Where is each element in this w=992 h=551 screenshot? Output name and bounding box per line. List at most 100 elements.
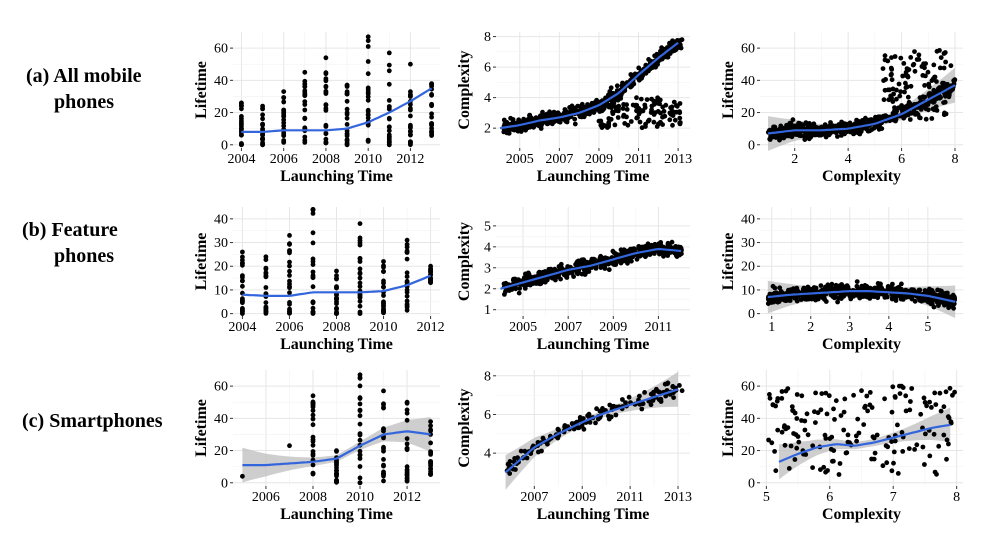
data-point xyxy=(830,292,836,298)
data-point xyxy=(287,300,292,305)
data-point xyxy=(794,298,800,304)
data-point xyxy=(310,275,316,281)
data-point xyxy=(945,290,950,296)
data-point xyxy=(895,471,901,476)
data-point xyxy=(943,59,948,65)
y-tick-label: 2 xyxy=(484,122,491,137)
data-point xyxy=(310,284,316,290)
data-point xyxy=(612,122,618,128)
data-point xyxy=(782,442,788,448)
row-label-b-line2: phones xyxy=(54,245,115,267)
panel-c2: 2007 2009 2011 2013 4 6 8 Launching Time Complex… xyxy=(456,369,692,523)
data-point xyxy=(650,398,656,403)
data-point xyxy=(637,393,642,399)
data-point xyxy=(611,262,617,267)
data-point xyxy=(831,406,836,412)
x-tick-label: 8 xyxy=(953,490,960,505)
data-point xyxy=(903,69,909,75)
data-point xyxy=(334,268,339,274)
data-point xyxy=(916,52,922,58)
data-point xyxy=(240,273,245,278)
data-point xyxy=(344,106,350,112)
data-point xyxy=(679,37,685,43)
data-point xyxy=(589,256,595,262)
data-point xyxy=(914,57,920,62)
data-point xyxy=(845,432,851,438)
data-point xyxy=(381,308,386,313)
data-point xyxy=(357,375,363,381)
data-point xyxy=(829,281,835,287)
data-point xyxy=(892,395,898,400)
data-point xyxy=(903,80,908,86)
data-point xyxy=(613,412,619,418)
data-point xyxy=(919,64,925,69)
data-points xyxy=(240,372,433,486)
x-tick-label: 3 xyxy=(846,320,853,335)
data-point xyxy=(649,107,654,113)
smooth-line xyxy=(767,84,956,135)
data-point xyxy=(836,472,842,477)
data-point xyxy=(522,284,528,290)
data-point xyxy=(386,134,392,139)
data-point xyxy=(932,74,938,80)
data-point xyxy=(795,288,801,294)
data-point xyxy=(882,294,888,300)
data-point xyxy=(662,113,668,119)
data-point xyxy=(857,295,863,301)
data-point xyxy=(239,132,244,138)
data-point xyxy=(934,471,939,477)
data-point xyxy=(867,390,873,395)
data-point xyxy=(381,293,386,298)
x-axis-label: Launching Time xyxy=(537,336,650,353)
data-point xyxy=(865,408,870,414)
data-point xyxy=(515,455,520,461)
data-point xyxy=(767,392,772,397)
data-point xyxy=(544,114,549,120)
data-point xyxy=(357,271,363,277)
data-point xyxy=(513,278,518,284)
data-point xyxy=(670,108,675,114)
data-point xyxy=(676,252,682,258)
data-point xyxy=(562,107,568,112)
data-point xyxy=(634,108,639,114)
data-point xyxy=(818,283,824,288)
data-point xyxy=(240,307,245,313)
data-point xyxy=(310,269,316,275)
data-point xyxy=(408,122,413,128)
data-point xyxy=(943,111,949,117)
y-tick-label: 60 xyxy=(741,42,755,57)
data-point xyxy=(811,121,817,127)
y-tick-label: 0 xyxy=(748,476,755,491)
data-points xyxy=(240,207,433,316)
data-point xyxy=(597,258,603,263)
data-point xyxy=(607,89,613,94)
data-point xyxy=(823,390,829,396)
y-tick-label: 6 xyxy=(484,408,491,423)
row-label-a: (a) All mobile phones xyxy=(26,63,142,115)
x-tick-label: 6 xyxy=(826,490,833,505)
data-point xyxy=(906,446,912,451)
data-point xyxy=(648,402,654,408)
data-point xyxy=(606,120,612,126)
data-point xyxy=(558,276,563,282)
data-point xyxy=(854,283,860,289)
data-point xyxy=(386,115,392,121)
data-point xyxy=(334,306,339,311)
data-point xyxy=(826,393,832,399)
data-point xyxy=(939,288,944,294)
data-point xyxy=(357,448,363,454)
data-point xyxy=(629,83,635,89)
data-point xyxy=(640,73,645,79)
data-point xyxy=(765,301,771,306)
data-point xyxy=(654,98,659,104)
data-point xyxy=(630,102,636,108)
data-point xyxy=(822,432,828,438)
data-point xyxy=(310,393,316,399)
data-point xyxy=(917,95,923,101)
y-tick-label: 4 xyxy=(484,447,491,462)
data-point xyxy=(646,117,652,123)
data-point xyxy=(310,412,316,418)
data-point xyxy=(600,107,606,113)
data-point xyxy=(381,264,386,270)
data-point xyxy=(907,117,913,122)
